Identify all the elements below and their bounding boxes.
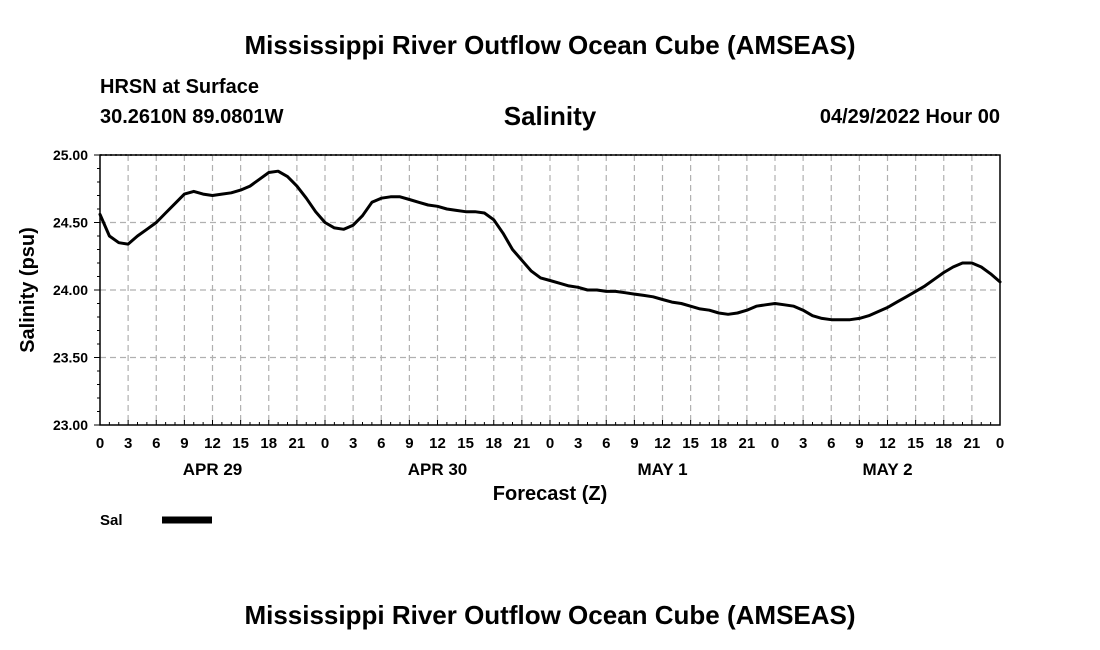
salinity-series-line [98, 169, 1002, 322]
x-tick-label: 0 [546, 435, 554, 452]
x-tick-label: 18 [260, 435, 277, 452]
x-tick-label: 15 [907, 435, 924, 452]
x-tick-label: 21 [964, 435, 981, 452]
x-tick-label: 12 [204, 435, 221, 452]
x-tick-label: 18 [935, 435, 952, 452]
x-tick-label: 3 [124, 435, 132, 452]
chart-title: Salinity [503, 101, 597, 131]
x-tick-label: 3 [349, 435, 357, 452]
x-axis-title: Forecast (Z) [493, 483, 607, 505]
day-label: MAY 1 [637, 460, 687, 479]
day-label: MAY 2 [862, 460, 912, 479]
x-tick-label: 9 [630, 435, 638, 452]
x-tick-label: 12 [879, 435, 896, 452]
x-tick-label: 15 [457, 435, 474, 452]
main-title: Mississippi River Outflow Ocean Cube (AM… [244, 30, 856, 60]
station-label: HRSN at Surface [100, 76, 259, 98]
x-tick-label: 0 [771, 435, 779, 452]
x-tick-label: 21 [289, 435, 306, 452]
x-tick-label: 18 [710, 435, 727, 452]
x-tick-label: 15 [682, 435, 699, 452]
repeat-title: Mississippi River Outflow Ocean Cube (AM… [244, 600, 856, 630]
x-tick-label: 6 [602, 435, 610, 452]
x-tick-label: 0 [321, 435, 329, 452]
y-tick-label: 25.00 [53, 147, 88, 163]
coordinates-label: 30.2610N 89.0801W [100, 106, 284, 128]
y-axis-title: Salinity (psu) [17, 227, 39, 353]
x-tick-label: 6 [377, 435, 385, 452]
x-tick-label: 3 [799, 435, 807, 452]
x-tick-label: 21 [739, 435, 756, 452]
grid [100, 155, 1000, 425]
legend-label: Sal [100, 512, 123, 529]
x-tick-label: 6 [152, 435, 160, 452]
day-label: APR 29 [183, 460, 243, 479]
x-tick-label: 9 [855, 435, 863, 452]
x-tick-label: 12 [429, 435, 446, 452]
series-group [98, 169, 1002, 322]
y-tick-label: 23.50 [53, 350, 88, 366]
x-tick-label: 6 [827, 435, 835, 452]
y-tick-label: 23.00 [53, 417, 88, 433]
x-tick-label: 12 [654, 435, 671, 452]
x-tick-label: 21 [514, 435, 531, 452]
forecast-datetime: 04/29/2022 Hour 00 [819, 106, 1000, 128]
x-tick-label: 0 [996, 435, 1004, 452]
x-tick-label: 15 [232, 435, 249, 452]
y-tick-label: 24.00 [53, 282, 88, 298]
x-tick-label: 9 [180, 435, 188, 452]
y-tick-label: 24.50 [53, 215, 88, 231]
x-tick-label: 0 [96, 435, 104, 452]
axis-ticks: 0 3 6 9 12 15 18 21 0 3 6 9 12 15 18 21 0 3 6 9 12 15 18 21 0 3 6 9… [53, 147, 1004, 479]
x-tick-label: 18 [485, 435, 502, 452]
x-tick-label: 3 [574, 435, 582, 452]
x-tick-label: 9 [405, 435, 413, 452]
day-label: APR 30 [408, 460, 468, 479]
